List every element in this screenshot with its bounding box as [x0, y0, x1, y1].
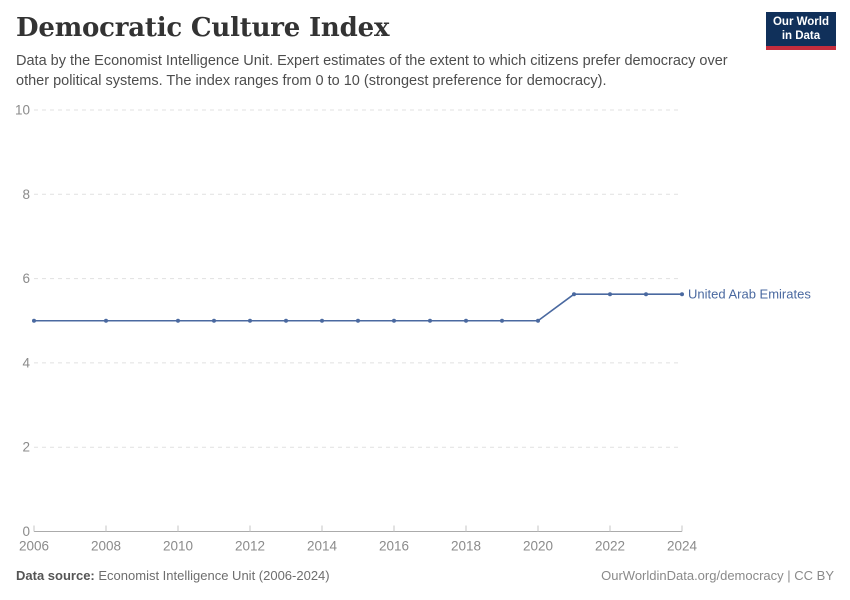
x-axis-tick-label: 2012: [235, 539, 265, 554]
y-axis-tick-label: 6: [22, 271, 30, 286]
data-point-marker[interactable]: [392, 318, 396, 323]
x-axis-tick-label: 2014: [307, 539, 338, 554]
series-entity-label: United Arab Emirates: [688, 287, 811, 302]
data-point-marker[interactable]: [464, 318, 468, 323]
x-axis-tick-label: 2016: [379, 539, 409, 554]
chart-subtitle: Data by the Economist Intelligence Unit.…: [16, 53, 728, 89]
data-source-label: Data source:: [16, 568, 95, 583]
y-axis-tick-label: 8: [22, 187, 30, 202]
x-axis-tick-label: 2006: [19, 539, 49, 554]
y-axis-tick-label: 10: [15, 103, 30, 118]
series-line[interactable]: [33, 293, 683, 322]
data-point-marker[interactable]: [248, 318, 252, 323]
x-axis-tick-label: 2010: [163, 539, 193, 554]
data-point-marker[interactable]: [212, 318, 216, 323]
x-axis-tick-label: 2022: [595, 539, 625, 554]
y-axis-tick-label: 4: [22, 355, 30, 370]
data-point-marker[interactable]: [32, 318, 36, 323]
x-axis-tick-label: 2018: [451, 539, 481, 554]
owid-logo[interactable]: Our World in Data: [765, 12, 836, 50]
data-point-marker[interactable]: [356, 318, 360, 323]
credit-link[interactable]: OurWorldinData.org/democracy | CC BY: [601, 568, 834, 583]
owid-logo-line2: in Data: [781, 29, 821, 42]
data-point-marker[interactable]: [500, 318, 504, 323]
chart-footer: Data source: Economist Intelligence Unit…: [16, 568, 834, 583]
data-source-value: Economist Intelligence Unit (2006-2024): [98, 568, 330, 583]
x-axis-tick-label: 2020: [523, 539, 553, 554]
x-axis-tick-label: 2024: [667, 539, 698, 554]
data-point-marker[interactable]: [176, 318, 180, 323]
data-point-marker[interactable]: [536, 318, 540, 323]
data-point-marker[interactable]: [104, 318, 108, 323]
data-point-marker[interactable]: [608, 292, 612, 297]
x-axis-tick-label: 2008: [91, 539, 121, 554]
data-point-marker[interactable]: [428, 318, 432, 323]
data-point-marker[interactable]: [284, 318, 288, 323]
data-point-marker[interactable]: [680, 292, 684, 297]
y-axis-tick-label: 0: [22, 524, 30, 539]
data-source: Data source: Economist Intelligence Unit…: [16, 568, 330, 583]
data-point-marker[interactable]: [572, 292, 576, 297]
owid-logo-line1: Our World: [772, 16, 829, 28]
data-point-marker[interactable]: [320, 318, 324, 323]
data-point-marker[interactable]: [644, 292, 648, 297]
page-title: Democratic Culture Index: [16, 13, 390, 43]
y-axis-tick-label: 2: [22, 440, 30, 455]
